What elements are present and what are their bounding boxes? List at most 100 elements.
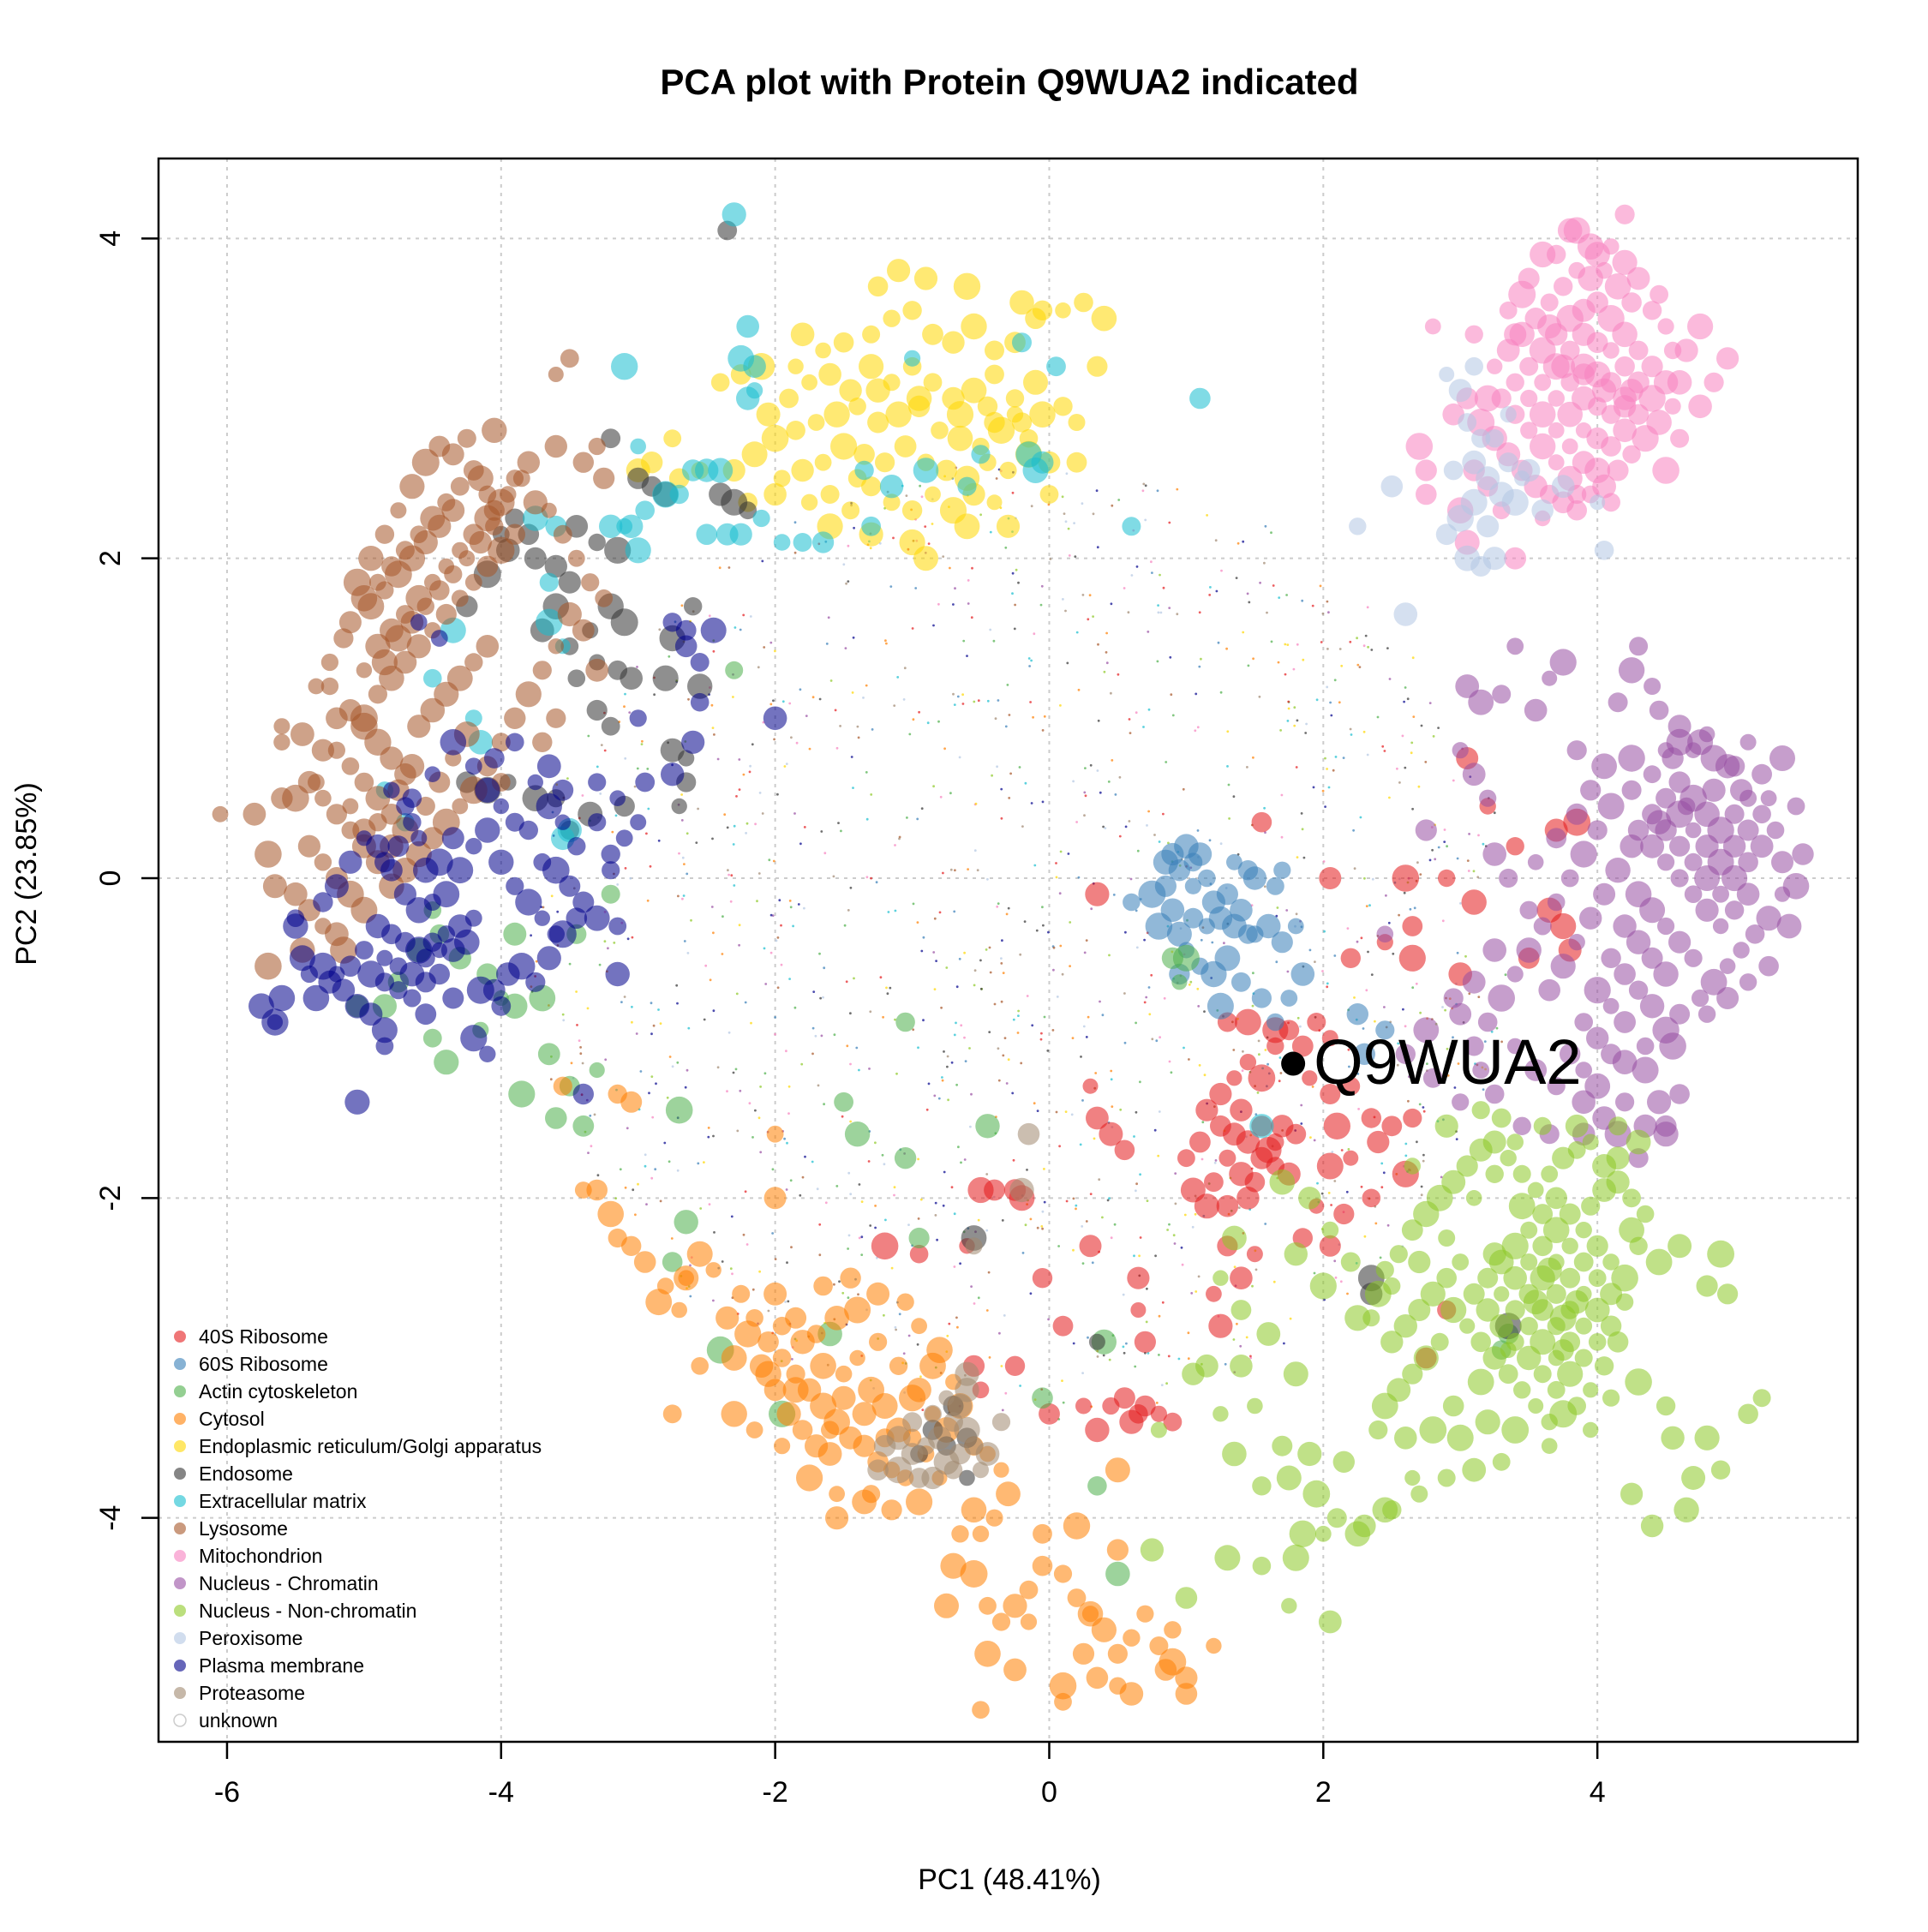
data-point [1204, 1172, 1224, 1193]
data-point [504, 707, 526, 729]
unknown-point [789, 906, 793, 909]
unknown-point [1247, 664, 1250, 667]
unknown-point [953, 1033, 956, 1037]
data-point [482, 417, 507, 443]
unknown-point [1011, 1092, 1015, 1095]
unknown-point [614, 1197, 618, 1199]
unknown-point [1064, 520, 1068, 523]
unknown-point [958, 756, 961, 759]
data-point [585, 658, 609, 682]
unknown-point [631, 1020, 633, 1024]
data-point [1154, 1659, 1177, 1681]
unknown-point [603, 940, 607, 943]
data-point [344, 1089, 370, 1115]
unknown-point [1118, 775, 1122, 779]
unknown-point [1096, 769, 1099, 772]
unknown-point [820, 830, 823, 833]
data-point [1605, 858, 1631, 883]
data-point [338, 611, 362, 634]
series-11 [1349, 356, 1614, 626]
data-point [831, 1385, 856, 1410]
unknown-point [542, 906, 545, 909]
unknown-point [652, 1024, 656, 1027]
data-point [1548, 422, 1565, 439]
unknown-point [946, 1055, 949, 1058]
data-point [589, 1062, 605, 1079]
unknown-point [636, 666, 638, 668]
unknown-point [963, 1158, 967, 1161]
data-point [1230, 1300, 1252, 1320]
unknown-point [1064, 1110, 1068, 1113]
unknown-point [711, 727, 715, 729]
data-point [1269, 1169, 1296, 1195]
data-point [800, 493, 818, 511]
unknown-point [824, 1201, 828, 1205]
unknown-point [1135, 1189, 1137, 1193]
unknown-point [827, 616, 830, 619]
unknown-point [1226, 765, 1229, 768]
unknown-point [712, 1299, 715, 1302]
unknown-point [1446, 1056, 1449, 1059]
data-point [1551, 475, 1575, 499]
unknown-point [1150, 973, 1153, 977]
data-point [1415, 819, 1437, 841]
data-point [311, 739, 334, 762]
data-point [1088, 1333, 1105, 1350]
data-point [1776, 913, 1802, 939]
unknown-point [1324, 757, 1326, 760]
data-point [1640, 1514, 1664, 1538]
unknown-point [1155, 1402, 1159, 1404]
data-point [430, 630, 448, 647]
unknown-point [774, 1258, 777, 1260]
data-point [289, 945, 315, 972]
unknown-point [905, 494, 908, 497]
data-point [544, 434, 567, 458]
unknown-point [849, 1120, 852, 1123]
data-point [684, 597, 703, 616]
data-point [1607, 1331, 1629, 1353]
unknown-point [874, 1226, 877, 1229]
unknown-point [1133, 1254, 1135, 1258]
data-point [908, 1227, 930, 1249]
data-point [1135, 1395, 1156, 1417]
data-point [1738, 1403, 1758, 1425]
unknown-point [865, 817, 869, 821]
data-point [1249, 1114, 1274, 1139]
unknown-point [1124, 930, 1127, 934]
data-point [839, 379, 862, 402]
data-point [588, 533, 606, 552]
unknown-point [1453, 1086, 1457, 1089]
unknown-point [1128, 820, 1131, 822]
data-point [616, 517, 633, 535]
unknown-point [776, 986, 780, 990]
data-point [1394, 1427, 1417, 1450]
unknown-point [1020, 1062, 1023, 1065]
unknown-point [840, 829, 842, 833]
unknown-point [742, 773, 745, 776]
data-point [1506, 1038, 1524, 1055]
data-point [1214, 945, 1241, 972]
unknown-point [793, 1006, 797, 1009]
unknown-point [858, 1183, 861, 1186]
data-point [1236, 1130, 1260, 1154]
unknown-point [1233, 1265, 1236, 1269]
unknown-point [823, 852, 827, 855]
data-point [999, 461, 1017, 480]
unknown-point [1443, 840, 1446, 843]
data-point [1410, 1485, 1428, 1503]
unknown-point [1141, 489, 1145, 493]
data-point [599, 514, 623, 538]
data-point [586, 1179, 608, 1201]
unknown-point [1249, 1355, 1252, 1358]
unknown-point [1008, 797, 1011, 799]
data-point [1557, 218, 1583, 243]
unknown-point [631, 1005, 633, 1008]
unknown-point [1129, 732, 1132, 734]
data-point [1462, 970, 1486, 994]
data-point [1164, 1621, 1182, 1639]
unknown-point [1146, 1287, 1148, 1290]
data-point [1513, 1381, 1531, 1399]
data-point [1287, 918, 1304, 935]
unknown-point [774, 1032, 776, 1036]
data-point [1239, 1054, 1257, 1071]
